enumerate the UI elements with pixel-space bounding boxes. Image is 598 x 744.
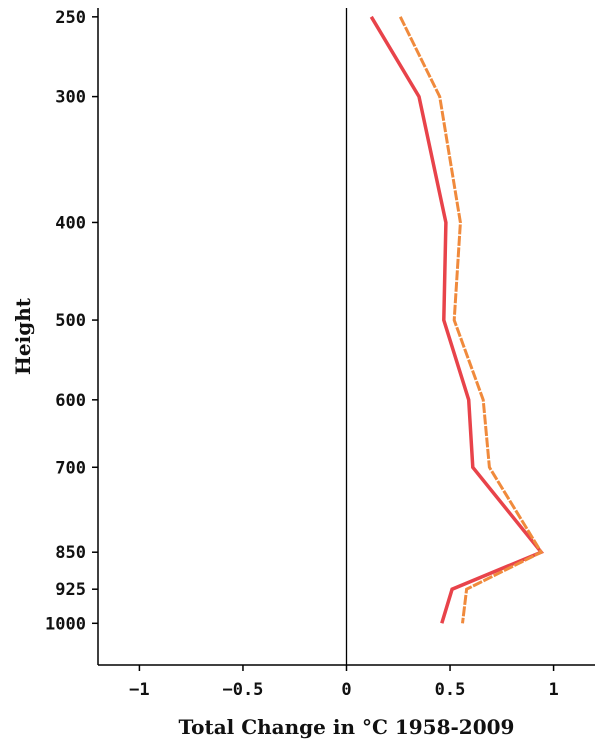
axes (97, 8, 595, 666)
y-tick-label: 600 (55, 391, 86, 411)
y-ticks: 250 300 400 500 600 700 850 925 1000 (45, 8, 98, 634)
x-tick-label: 1 (548, 680, 558, 700)
series-layer (369, 15, 545, 624)
series-2-line (398, 16, 544, 624)
y-tick-label: 300 (55, 88, 86, 108)
x-tick-label: 0.5 (435, 680, 466, 700)
x-ticks: −1 −0.5 0 0.5 1 (129, 665, 559, 700)
y-tick-label: 500 (55, 311, 86, 331)
x-axis-title: Total Change in °C 1958-2009 (179, 715, 515, 739)
x-tick-label: −1 (129, 680, 149, 700)
y-tick-label: 700 (55, 458, 86, 478)
y-tick-label: 850 (55, 543, 86, 563)
x-tick-label: 0 (341, 680, 351, 700)
x-tick-label: −0.5 (222, 680, 263, 700)
y-tick-label: 400 (55, 213, 86, 233)
y-tick-label: 250 (55, 8, 86, 28)
y-tick-label: 925 (55, 580, 86, 600)
y-axis-title: Height (11, 297, 35, 375)
y-tick-label: 1000 (45, 614, 86, 634)
series-1-line (369, 15, 545, 624)
